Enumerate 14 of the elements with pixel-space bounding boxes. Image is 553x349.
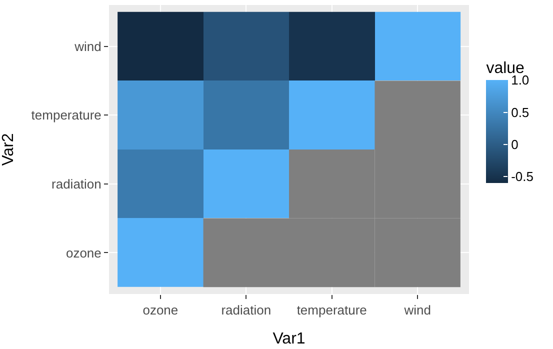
color-bar-label: -0.5: [511, 169, 534, 184]
x-tick-label: wind: [403, 302, 431, 318]
y-axis-title: Var2: [0, 133, 17, 166]
y-tick-label: temperature: [31, 108, 102, 123]
y-tick-label: wind: [74, 38, 102, 54]
y-tick-label: ozone: [66, 245, 102, 260]
x-axis-title: Var1: [272, 330, 306, 348]
color-bar-label: 0.5: [511, 104, 530, 120]
color-bar-label: 1.0: [511, 72, 530, 88]
x-tick-label: ozone: [142, 302, 178, 318]
x-tick-label: temperature: [296, 302, 367, 318]
y-tick-label: radiation: [52, 176, 102, 192]
color-bar-label: 0: [511, 137, 518, 152]
x-tick-label: radiation: [221, 302, 272, 318]
